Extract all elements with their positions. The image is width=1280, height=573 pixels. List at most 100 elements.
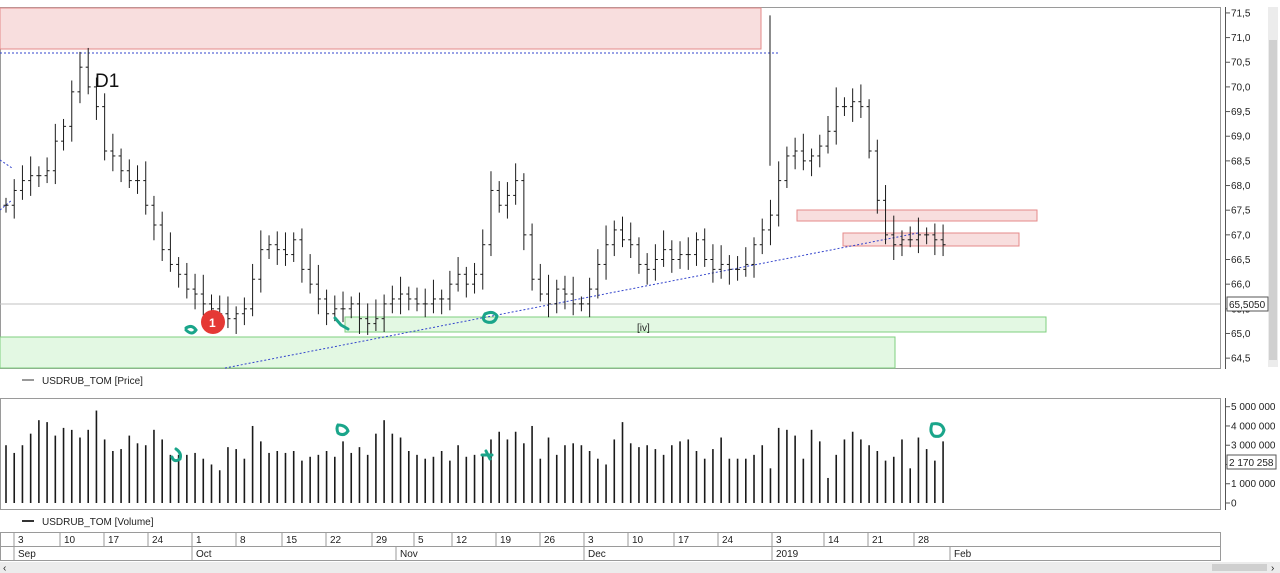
price-bar bbox=[200, 274, 206, 316]
volume-tick-label: 0 bbox=[1231, 499, 1237, 510]
chevron-right-icon[interactable]: › bbox=[1271, 563, 1274, 573]
month-label: Oct bbox=[196, 549, 212, 560]
price-bar bbox=[809, 148, 815, 177]
price-bar bbox=[282, 232, 288, 266]
price-tick-label: 66,5 bbox=[1231, 255, 1251, 266]
price-bar bbox=[480, 229, 486, 290]
price-tick-label: 67,0 bbox=[1231, 230, 1251, 241]
volume-tick-label: 3 000 000 bbox=[1231, 441, 1276, 452]
price-bar bbox=[36, 166, 42, 188]
month-label: Dec bbox=[588, 549, 606, 560]
price-bar bbox=[439, 289, 445, 315]
price-bar bbox=[19, 165, 25, 200]
day-label: 5 bbox=[418, 535, 424, 546]
day-label: 19 bbox=[500, 535, 512, 546]
volume-tick-label: 4 000 000 bbox=[1231, 421, 1276, 432]
trendline-left bbox=[0, 159, 13, 211]
price-bar bbox=[324, 289, 330, 326]
price-bar bbox=[702, 228, 708, 267]
day-label: 28 bbox=[918, 535, 930, 546]
scrollbar-horizontal-thumb[interactable] bbox=[1212, 564, 1267, 571]
price-bar bbox=[932, 223, 938, 256]
price-tick-label: 70,0 bbox=[1231, 82, 1251, 93]
time-axis-days: 3 10 17 24 1 8 15 22 29 5 12 19 26 3 10 17 24 3 14 21 28 bbox=[13, 533, 930, 546]
price-bar bbox=[570, 276, 576, 316]
price-bar bbox=[661, 230, 667, 267]
price-bar bbox=[521, 173, 527, 251]
last-price-box bbox=[1226, 296, 1269, 312]
price-bar bbox=[422, 288, 428, 318]
timeframe-label: D1 bbox=[95, 71, 119, 92]
price-bar bbox=[652, 244, 658, 281]
price-axis-ticks: 71,5 71,0 70,5 70,0 69,5 69,0 68,5 68,0 67,5 67,0… bbox=[1225, 8, 1251, 365]
price-bar bbox=[126, 159, 132, 188]
price-bar bbox=[167, 232, 173, 272]
month-label: 2019 bbox=[776, 549, 799, 560]
price-bar bbox=[513, 163, 519, 205]
price-bar bbox=[636, 237, 642, 274]
day-label: 24 bbox=[152, 535, 164, 546]
price-bar bbox=[307, 254, 313, 294]
zones-layer bbox=[0, 7, 1047, 369]
zone-label: [iv] bbox=[637, 323, 650, 334]
price-bar bbox=[537, 263, 543, 302]
price-bar bbox=[817, 134, 823, 168]
price-bars bbox=[3, 15, 946, 335]
chevron-left-icon[interactable]: ‹ bbox=[3, 563, 6, 573]
marker-squiggle-1 bbox=[184, 324, 198, 335]
volume-tick-label: 1 000 000 bbox=[1231, 479, 1276, 490]
price-bar bbox=[710, 244, 716, 283]
day-label: 12 bbox=[456, 535, 468, 546]
price-bar bbox=[759, 218, 765, 255]
price-bar bbox=[365, 303, 371, 335]
day-label: 1 bbox=[196, 535, 202, 546]
price-bar bbox=[529, 223, 535, 291]
price-tick-label: 68,5 bbox=[1231, 156, 1251, 167]
time-axis-months: Sep Oct Nov Dec 2019 Feb bbox=[13, 546, 972, 560]
price-bar bbox=[274, 231, 280, 265]
day-label: 10 bbox=[632, 535, 644, 546]
price-bar bbox=[69, 80, 75, 142]
resistance-zone-top bbox=[0, 7, 762, 50]
price-bar bbox=[176, 257, 182, 288]
price-bar bbox=[241, 297, 247, 326]
price-bar bbox=[940, 224, 946, 257]
badge: 1 bbox=[201, 310, 225, 334]
price-bar bbox=[398, 276, 404, 315]
trendline bbox=[224, 232, 919, 369]
last-volume-box bbox=[1226, 454, 1277, 470]
price-bar bbox=[11, 179, 17, 219]
price-tick-label: 64,5 bbox=[1231, 354, 1251, 365]
price-bar bbox=[389, 285, 395, 314]
price-bar bbox=[915, 217, 921, 254]
price-bar bbox=[488, 171, 494, 257]
price-bar bbox=[874, 139, 880, 214]
marker-squiggle-4 bbox=[170, 447, 182, 463]
price-bar bbox=[192, 273, 198, 310]
scrollbar-vertical-thumb[interactable] bbox=[1269, 40, 1277, 360]
price-bar bbox=[628, 222, 634, 259]
day-label: 3 bbox=[18, 535, 24, 546]
price-tick-label: 67,5 bbox=[1231, 206, 1251, 217]
price-bar bbox=[924, 227, 930, 245]
badge-circle bbox=[201, 310, 225, 334]
price-tick-label: 66,0 bbox=[1231, 280, 1251, 291]
price-bar bbox=[430, 279, 436, 314]
volume-panel-frame bbox=[0, 398, 1221, 510]
day-label: 8 bbox=[240, 535, 246, 546]
price-tick-label: 70,5 bbox=[1231, 58, 1251, 69]
price-bar bbox=[250, 263, 256, 317]
price-bar bbox=[784, 146, 790, 188]
price-bar bbox=[726, 255, 732, 285]
price-bar bbox=[685, 237, 691, 270]
price-bar bbox=[767, 199, 773, 246]
price-bar bbox=[735, 256, 741, 281]
price-bar bbox=[743, 247, 749, 277]
price-bar bbox=[603, 225, 609, 280]
price-bar bbox=[184, 262, 190, 299]
price-bar bbox=[504, 182, 510, 219]
scrollbar-horizontal[interactable] bbox=[0, 562, 1280, 573]
price-bar bbox=[800, 133, 806, 171]
price-bar bbox=[93, 77, 99, 120]
